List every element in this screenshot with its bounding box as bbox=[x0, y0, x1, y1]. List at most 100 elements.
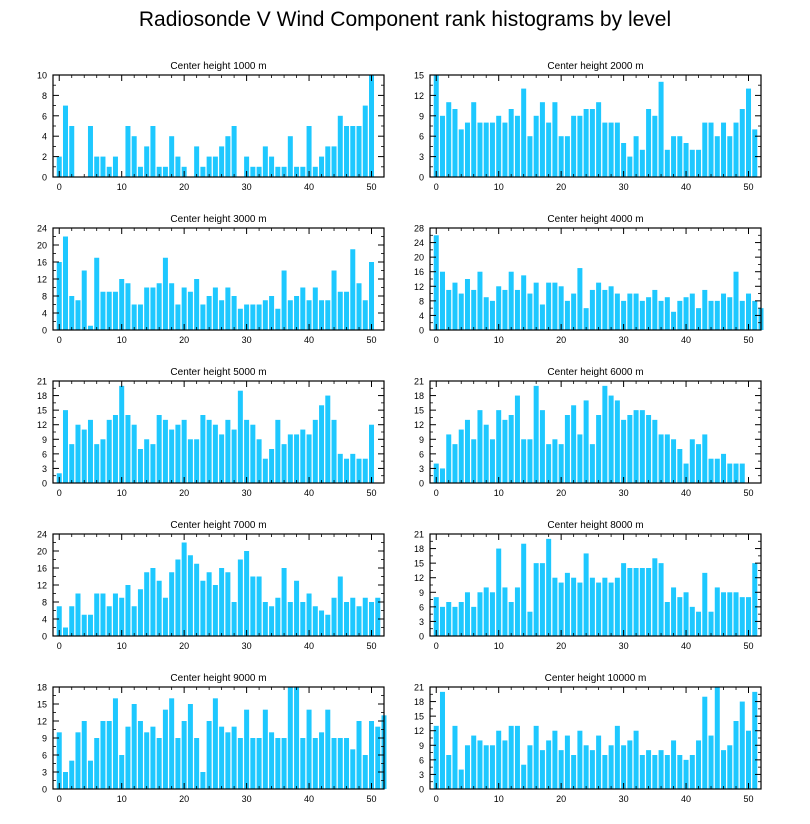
bar bbox=[502, 740, 508, 789]
bar bbox=[546, 282, 552, 330]
bar bbox=[539, 304, 545, 330]
x-tick-label: 50 bbox=[367, 182, 377, 192]
bar bbox=[677, 136, 683, 177]
bar bbox=[319, 405, 325, 483]
y-tick-label: 24 bbox=[414, 238, 424, 248]
y-tick-label: 20 bbox=[414, 253, 424, 263]
y-tick-label: 15 bbox=[414, 712, 424, 722]
bar bbox=[256, 439, 262, 483]
bar bbox=[514, 725, 520, 789]
bar bbox=[521, 764, 527, 789]
bar bbox=[244, 551, 250, 636]
x-tick-label: 10 bbox=[117, 794, 127, 804]
bar bbox=[471, 735, 477, 789]
bar bbox=[689, 293, 695, 330]
bar bbox=[571, 755, 577, 789]
bar bbox=[727, 745, 733, 789]
bar bbox=[733, 271, 739, 330]
y-tick-label: 24 bbox=[37, 224, 47, 234]
bar bbox=[683, 759, 689, 789]
bar bbox=[546, 740, 552, 789]
bar bbox=[496, 548, 502, 636]
y-tick-label: 21 bbox=[414, 530, 424, 540]
x-tick-label: 20 bbox=[179, 794, 189, 804]
bar bbox=[489, 122, 495, 177]
bar bbox=[275, 419, 281, 483]
bar bbox=[452, 444, 458, 483]
y-tick-label: 0 bbox=[419, 326, 424, 336]
bar bbox=[131, 606, 137, 636]
x-tick-label: 10 bbox=[117, 488, 127, 498]
bar bbox=[344, 458, 350, 483]
bar bbox=[194, 563, 200, 636]
bar bbox=[75, 300, 81, 330]
bar bbox=[652, 419, 658, 483]
x-tick-label: 30 bbox=[619, 488, 629, 498]
bar bbox=[244, 709, 250, 789]
x-tick-label: 10 bbox=[117, 182, 127, 192]
bar bbox=[739, 463, 745, 483]
bar bbox=[294, 296, 300, 330]
bar bbox=[262, 602, 268, 636]
bar bbox=[281, 444, 287, 483]
bar bbox=[206, 156, 212, 177]
y-tick-label: 12 bbox=[37, 717, 47, 727]
bar bbox=[533, 282, 539, 330]
y-tick-label: 3 bbox=[419, 464, 424, 474]
bar bbox=[646, 568, 652, 636]
bar bbox=[319, 156, 325, 177]
bar bbox=[527, 136, 533, 177]
x-tick-label: 30 bbox=[242, 488, 252, 498]
bar bbox=[446, 755, 452, 789]
bar bbox=[639, 755, 645, 789]
bar bbox=[533, 725, 539, 789]
bar bbox=[306, 300, 312, 330]
bar bbox=[175, 424, 181, 483]
bar bbox=[119, 755, 125, 789]
y-tick-label: 15 bbox=[37, 700, 47, 710]
bar bbox=[112, 291, 118, 330]
bar bbox=[727, 592, 733, 636]
bar bbox=[558, 750, 564, 789]
bar bbox=[621, 745, 627, 789]
chart-panel-7: Center height 7000 m 0 4 8 12 16 20 24 0 10 20 30 40… bbox=[37, 520, 385, 651]
bar bbox=[589, 109, 595, 177]
bar bbox=[571, 293, 577, 330]
bar bbox=[250, 738, 256, 789]
bar bbox=[100, 721, 106, 789]
bar bbox=[212, 424, 218, 483]
bar bbox=[671, 439, 677, 483]
bar bbox=[696, 444, 702, 483]
bar bbox=[589, 289, 595, 330]
y-tick-label: 16 bbox=[414, 267, 424, 277]
bar bbox=[589, 750, 595, 789]
bar bbox=[106, 291, 112, 330]
bar bbox=[187, 704, 193, 789]
bar bbox=[552, 439, 558, 483]
bar bbox=[150, 568, 156, 636]
x-tick-label: 50 bbox=[367, 335, 377, 345]
bar bbox=[312, 419, 318, 483]
chart-panel-5: Center height 5000 m 0 3 6 9 12 15 18 21 0 10 20 30 4… bbox=[37, 367, 385, 498]
y-tick-label: 9 bbox=[419, 111, 424, 121]
y-tick-label: 9 bbox=[419, 588, 424, 598]
bar bbox=[181, 287, 187, 330]
x-tick-label: 30 bbox=[242, 335, 252, 345]
bar bbox=[677, 597, 683, 636]
bar bbox=[464, 745, 470, 789]
bar bbox=[337, 115, 343, 177]
bar bbox=[237, 738, 243, 789]
bar bbox=[577, 582, 583, 636]
bar bbox=[244, 156, 250, 177]
bar bbox=[464, 279, 470, 330]
bar bbox=[546, 444, 552, 483]
bar bbox=[752, 129, 758, 177]
bar bbox=[219, 568, 225, 636]
bar bbox=[446, 434, 452, 483]
bar bbox=[502, 289, 508, 330]
bar bbox=[269, 606, 275, 636]
bar bbox=[721, 750, 727, 789]
y-tick-label: 12 bbox=[414, 726, 424, 736]
bar bbox=[439, 468, 445, 483]
x-tick-label: 20 bbox=[179, 641, 189, 651]
